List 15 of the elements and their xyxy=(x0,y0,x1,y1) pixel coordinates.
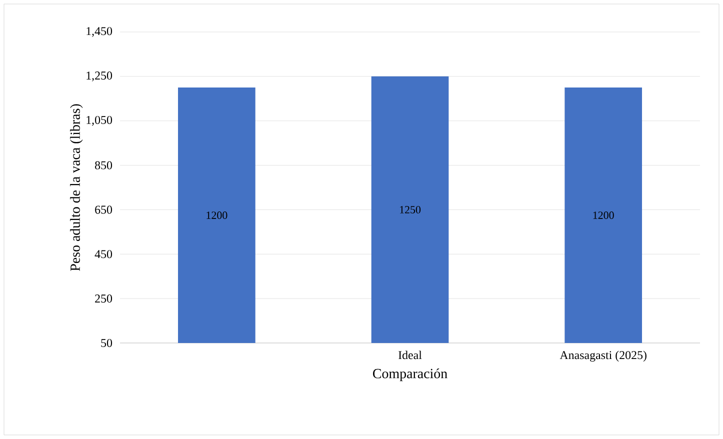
x-tick-label: Ideal xyxy=(398,350,422,360)
x-axis-title: Comparación xyxy=(373,368,448,382)
data-label: 1250 xyxy=(400,206,421,214)
data-label: 1200 xyxy=(593,212,614,219)
data-label: 1200 xyxy=(206,212,228,219)
y-tick-label: 1,050 xyxy=(86,116,112,126)
x-tick-label: Anasagasti (2025) xyxy=(560,350,646,362)
y-axis-title: Peso adulto de la vaca (libras) xyxy=(70,104,83,271)
y-tick-label: 250 xyxy=(95,294,112,303)
y-tick-label: 50 xyxy=(101,338,112,348)
y-tick-label: 850 xyxy=(95,161,112,170)
y-tick-label: 1,450 xyxy=(86,27,112,37)
y-tick-label: 450 xyxy=(94,250,112,258)
y-tick-label: 650 xyxy=(95,206,112,214)
y-tick-label: 1,250 xyxy=(86,72,112,82)
